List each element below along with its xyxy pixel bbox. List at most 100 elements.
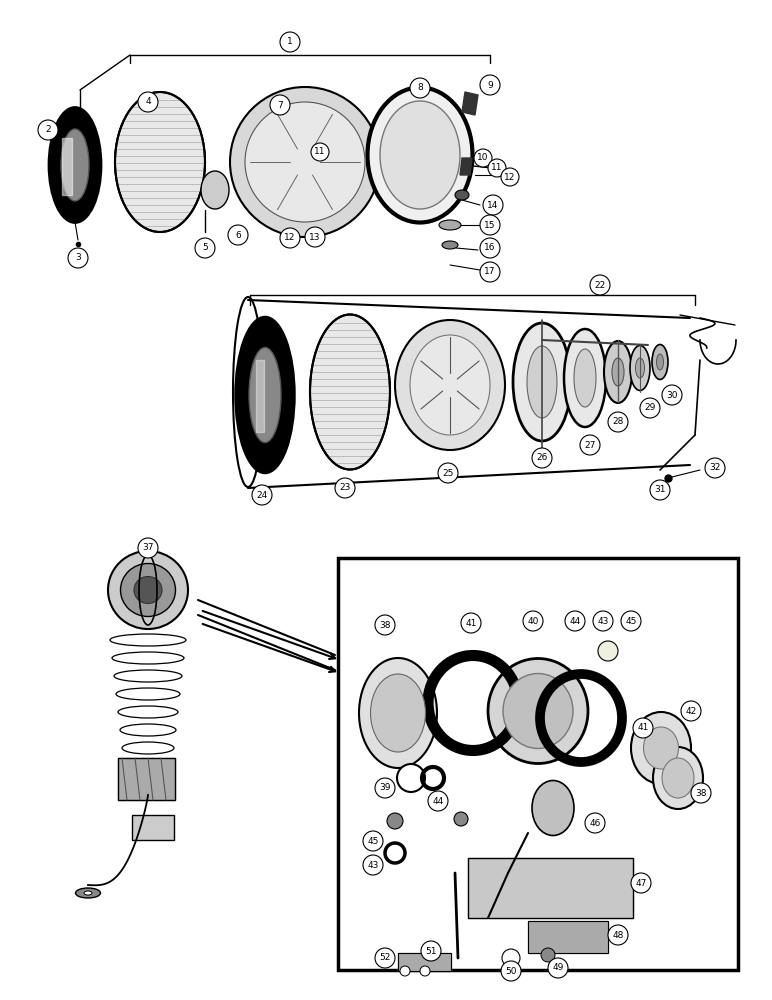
- Circle shape: [580, 435, 600, 455]
- Circle shape: [585, 813, 605, 833]
- Ellipse shape: [395, 320, 505, 450]
- Polygon shape: [256, 360, 264, 432]
- Text: 30: 30: [666, 390, 678, 399]
- Circle shape: [565, 611, 585, 631]
- Circle shape: [705, 458, 725, 478]
- Text: 7: 7: [277, 101, 283, 109]
- Circle shape: [335, 478, 355, 498]
- Text: 4: 4: [145, 98, 151, 106]
- Circle shape: [454, 812, 468, 826]
- Bar: [398, 953, 451, 971]
- Circle shape: [420, 966, 430, 976]
- Circle shape: [662, 385, 682, 405]
- Text: 16: 16: [484, 243, 496, 252]
- Circle shape: [311, 143, 329, 161]
- Text: 22: 22: [594, 280, 605, 290]
- Ellipse shape: [201, 171, 229, 209]
- Circle shape: [480, 75, 500, 95]
- Text: 32: 32: [709, 464, 721, 473]
- Circle shape: [305, 227, 325, 247]
- Polygon shape: [460, 158, 472, 175]
- Text: 43: 43: [598, 616, 608, 626]
- Circle shape: [590, 275, 610, 295]
- Text: 31: 31: [654, 486, 665, 494]
- Circle shape: [461, 613, 481, 633]
- Ellipse shape: [455, 190, 469, 200]
- Text: 42: 42: [686, 706, 696, 716]
- Ellipse shape: [612, 358, 624, 386]
- Circle shape: [480, 215, 500, 235]
- Text: 40: 40: [527, 616, 539, 626]
- Ellipse shape: [631, 712, 691, 784]
- Text: 10: 10: [477, 153, 489, 162]
- Circle shape: [375, 615, 395, 635]
- Circle shape: [363, 831, 383, 851]
- Polygon shape: [462, 92, 478, 115]
- Circle shape: [488, 159, 506, 177]
- Circle shape: [598, 641, 618, 661]
- Circle shape: [640, 398, 660, 418]
- Circle shape: [621, 611, 641, 631]
- Text: 43: 43: [367, 860, 379, 869]
- Text: 39: 39: [379, 784, 391, 792]
- Ellipse shape: [49, 107, 101, 223]
- Text: 44: 44: [432, 796, 444, 806]
- Circle shape: [195, 238, 215, 258]
- Text: 13: 13: [310, 232, 320, 241]
- Text: 11: 11: [314, 147, 326, 156]
- Circle shape: [631, 873, 651, 893]
- Ellipse shape: [652, 344, 668, 379]
- Text: 9: 9: [487, 81, 493, 90]
- Circle shape: [480, 238, 500, 258]
- Circle shape: [438, 463, 458, 483]
- Circle shape: [280, 228, 300, 248]
- Text: 25: 25: [442, 468, 454, 478]
- Ellipse shape: [630, 346, 650, 390]
- Text: 3: 3: [75, 253, 81, 262]
- Text: 45: 45: [367, 836, 379, 846]
- Text: 28: 28: [612, 418, 624, 426]
- Ellipse shape: [503, 674, 573, 748]
- Circle shape: [501, 961, 521, 981]
- Ellipse shape: [564, 329, 606, 427]
- Ellipse shape: [439, 220, 461, 230]
- Circle shape: [280, 32, 300, 52]
- Circle shape: [38, 120, 58, 140]
- Circle shape: [541, 948, 555, 962]
- Text: 45: 45: [625, 616, 637, 626]
- Ellipse shape: [76, 888, 100, 898]
- Circle shape: [523, 611, 543, 631]
- Ellipse shape: [410, 335, 490, 435]
- Ellipse shape: [84, 891, 92, 895]
- Polygon shape: [528, 921, 608, 953]
- Text: 17: 17: [484, 267, 496, 276]
- Polygon shape: [398, 953, 451, 971]
- Bar: [118, 758, 175, 800]
- Bar: [338, 558, 738, 970]
- Ellipse shape: [310, 314, 390, 470]
- Text: 1: 1: [287, 37, 293, 46]
- Circle shape: [138, 538, 158, 558]
- Ellipse shape: [488, 658, 588, 764]
- Text: 41: 41: [466, 618, 476, 628]
- Text: 38: 38: [696, 788, 706, 798]
- Ellipse shape: [120, 564, 175, 616]
- Circle shape: [483, 195, 503, 215]
- Text: 15: 15: [484, 221, 496, 230]
- Circle shape: [363, 855, 383, 875]
- Circle shape: [633, 718, 653, 738]
- Ellipse shape: [245, 102, 365, 222]
- Text: 50: 50: [505, 966, 516, 976]
- Circle shape: [608, 412, 628, 432]
- Ellipse shape: [513, 323, 571, 441]
- Ellipse shape: [662, 758, 694, 798]
- Bar: [528, 921, 608, 953]
- Ellipse shape: [527, 346, 557, 418]
- Ellipse shape: [359, 658, 437, 768]
- Polygon shape: [118, 758, 175, 800]
- Text: 38: 38: [379, 620, 391, 630]
- Text: 5: 5: [202, 243, 208, 252]
- Circle shape: [410, 78, 430, 98]
- Text: 41: 41: [638, 724, 648, 732]
- Ellipse shape: [644, 727, 679, 769]
